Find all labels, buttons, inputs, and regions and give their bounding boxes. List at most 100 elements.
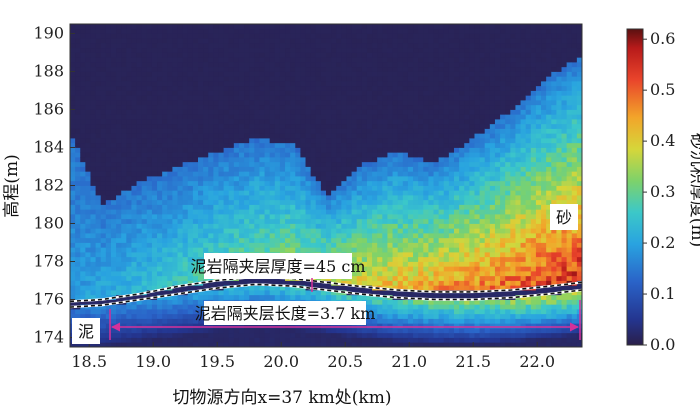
heat-cell <box>136 233 143 239</box>
heat-cell <box>264 294 271 300</box>
heat-cell <box>198 318 204 324</box>
heat-cell <box>172 180 179 186</box>
heat-cell <box>162 138 168 144</box>
heat-cell <box>428 294 435 300</box>
heat-cell <box>203 81 209 87</box>
heat-cell <box>121 271 127 277</box>
heat-cell <box>418 218 424 224</box>
heat-cell <box>90 24 97 30</box>
heat-cell <box>80 142 86 148</box>
heat-cell <box>172 43 179 49</box>
heat-cell <box>172 337 179 343</box>
heat-cell <box>121 161 127 167</box>
heat-cell <box>428 318 435 324</box>
heat-cell <box>116 233 122 239</box>
heat-cell <box>121 180 127 186</box>
heat-cell <box>136 52 143 58</box>
heat-cell <box>433 119 440 125</box>
heat-cell <box>279 24 286 30</box>
heat-cell <box>182 313 189 319</box>
heat-cell <box>75 171 81 177</box>
heat-cell <box>366 214 373 220</box>
heat-cell <box>346 328 353 334</box>
heat-cell <box>320 85 327 91</box>
heat-cell <box>238 133 245 139</box>
heat-cell <box>121 256 127 262</box>
heat-cell <box>162 199 168 205</box>
heat-cell <box>423 342 429 347</box>
heat-cell <box>259 185 266 191</box>
heat-cell <box>172 152 179 158</box>
heat-cell <box>387 109 394 115</box>
heat-cell <box>218 337 225 343</box>
heat-cell <box>259 62 266 68</box>
heat-cell <box>105 228 112 234</box>
heat-cell <box>254 128 261 134</box>
heat-cell <box>146 24 153 30</box>
heat-cell <box>285 185 291 191</box>
heat-cell <box>105 142 112 148</box>
heat-cell <box>382 176 389 182</box>
heat-cell <box>126 24 133 30</box>
heat-cell <box>336 199 342 205</box>
heat-cell <box>80 180 86 186</box>
heat-cell <box>372 280 378 286</box>
heat-cell <box>279 85 286 91</box>
heat-cell <box>418 33 424 39</box>
heat-cell <box>208 204 214 210</box>
heat-cell <box>387 142 394 148</box>
heat-cell <box>290 328 296 334</box>
heat-cell <box>131 152 138 158</box>
heat-cell <box>366 218 373 224</box>
heat-cell <box>203 171 209 177</box>
heat-cell <box>372 332 378 338</box>
heat-cell <box>413 166 419 172</box>
heat-cell <box>126 337 133 343</box>
heat-cell <box>285 223 291 229</box>
heat-cell <box>198 76 204 82</box>
heat-cell <box>131 43 138 49</box>
heat-cell <box>157 176 163 182</box>
heat-cell <box>162 81 168 87</box>
heat-cell <box>116 47 122 53</box>
heat-cell <box>418 71 424 77</box>
heat-cell <box>402 47 409 53</box>
heat-cell <box>377 290 383 296</box>
heat-cell <box>187 214 194 220</box>
heat-cell <box>151 176 158 182</box>
heat-cell <box>70 100 76 106</box>
heat-cell <box>366 95 373 101</box>
heat-cell <box>146 309 153 315</box>
heat-cell <box>95 138 102 144</box>
heat-cell <box>428 247 435 253</box>
heat-cell <box>402 261 409 267</box>
heat-cell <box>228 171 235 177</box>
heat-cell <box>167 128 173 134</box>
heat-cell <box>366 152 373 158</box>
heat-cell <box>126 171 133 177</box>
heat-cell <box>141 209 148 215</box>
heat-cell <box>274 62 281 68</box>
heat-cell <box>223 190 230 196</box>
heat-cell <box>95 52 102 58</box>
heat-cell <box>90 280 97 286</box>
heat-cell <box>305 133 312 139</box>
heat-cell <box>131 157 138 163</box>
heat-cell <box>95 109 102 115</box>
heat-cell <box>182 85 189 91</box>
heat-cell <box>95 204 102 210</box>
heat-cell <box>315 38 322 44</box>
heat-cell <box>228 147 235 153</box>
heat-cell <box>238 209 245 215</box>
heat-cell <box>382 85 389 91</box>
heat-cell <box>264 114 271 120</box>
heat-cell <box>198 24 204 30</box>
heat-cell <box>75 266 81 272</box>
heat-cell <box>110 95 117 101</box>
heat-cell <box>208 190 214 196</box>
heat-cell <box>274 171 281 177</box>
heat-cell <box>372 119 378 125</box>
heat-cell <box>244 47 250 53</box>
heat-cell <box>351 95 358 101</box>
heat-cell <box>259 90 266 96</box>
